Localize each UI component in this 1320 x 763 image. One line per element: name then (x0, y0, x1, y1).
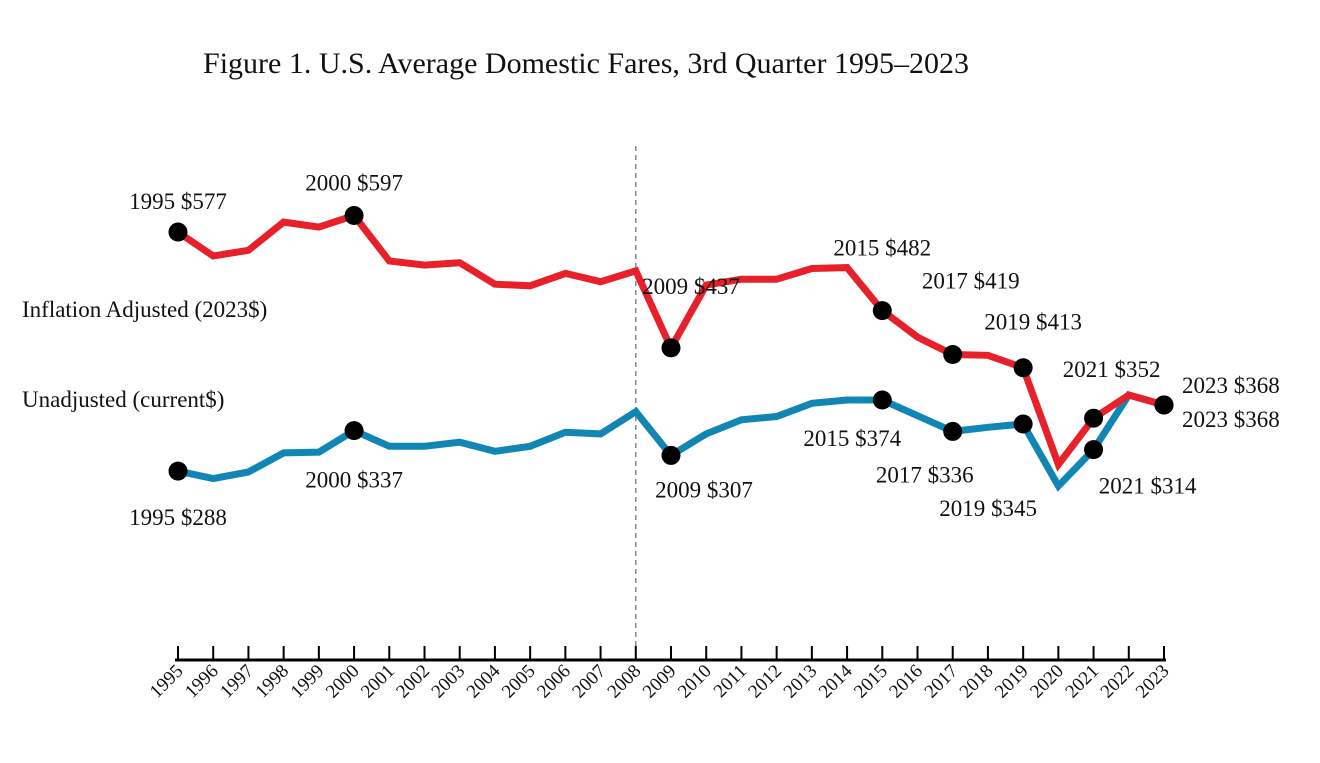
data-label-unadjusted-2015: 2015 $374 (803, 426, 901, 451)
x-tick-label: 2010 (674, 661, 716, 703)
marker-adjusted-2019 (1013, 358, 1033, 378)
legend-inflation-adjusted: Inflation Adjusted (2023$) (22, 297, 267, 322)
x-tick-label: 1996 (181, 661, 223, 703)
x-tick-label: 2000 (322, 661, 364, 703)
x-tick-label: 2009 (639, 661, 681, 703)
x-tick-label: 2020 (1026, 661, 1068, 703)
x-tick-label: 2023 (1132, 661, 1174, 703)
x-tick-label: 2011 (710, 661, 751, 702)
data-label-adjusted-2019: 2019 $413 (984, 310, 1082, 335)
chart-title: Figure 1. U.S. Average Domestic Fares, 3… (203, 47, 969, 80)
marker-unadjusted-2000 (344, 421, 364, 441)
data-label-unadjusted-2017: 2017 $336 (876, 462, 974, 487)
data-label-unadjusted-1995: 1995 $288 (129, 505, 227, 530)
x-tick-label: 2021 (1061, 661, 1103, 703)
x-tick-label: 2017 (921, 661, 963, 703)
data-label-unadjusted-2009: 2009 $307 (655, 477, 753, 502)
marker-unadjusted-1995 (168, 461, 188, 481)
marker-adjusted-2000 (344, 206, 364, 226)
marker-unadjusted-2019 (1013, 414, 1033, 434)
data-label-adjusted-2017: 2017 $419 (922, 268, 1020, 293)
marker-unadjusted-2017 (943, 421, 963, 441)
x-tick-label: 1997 (216, 661, 258, 703)
x-tick-label: 2013 (780, 661, 822, 703)
data-label-adjusted-2000: 2000 $597 (305, 171, 403, 196)
x-tick-label: 2004 (463, 660, 505, 702)
data-label-adjusted-2015: 2015 $482 (833, 236, 931, 261)
x-tick-label: 2022 (1097, 661, 1139, 703)
x-tick-label: 2014 (815, 660, 857, 702)
x-tick-label: 2002 (392, 661, 434, 703)
data-label-adjusted-2009: 2009 $437 (642, 274, 740, 299)
data-labels: 1995 $577 2000 $597 2009 $437 2015 $482 2017… (129, 171, 1280, 531)
x-tick-label: 2006 (533, 661, 575, 703)
marker-unadjusted-2023 (1154, 395, 1174, 415)
x-tick-label: 2005 (498, 661, 540, 703)
marker-unadjusted-2009 (661, 445, 681, 465)
x-tick-label: 1998 (251, 661, 293, 703)
data-label-unadjusted-2021: 2021 $314 (1099, 474, 1197, 499)
x-tick-label: 2003 (428, 661, 470, 703)
x-tick-label: 2016 (885, 661, 927, 703)
marker-unadjusted-2015 (872, 390, 892, 410)
x-tick-label: 2001 (357, 661, 399, 703)
data-label-unadjusted-2000: 2000 $337 (305, 468, 403, 493)
x-tick-label: 1995 (146, 661, 188, 703)
x-tick-label: 2015 (850, 661, 892, 703)
x-axis-ticks: 1995199619971998199920002001200220032004… (146, 646, 1174, 702)
marker-adjusted-2017 (943, 344, 963, 364)
marker-adjusted-2009 (661, 338, 681, 358)
marker-adjusted-1995 (168, 222, 188, 242)
x-tick-label: 2012 (744, 661, 786, 703)
marker-unadjusted-2021 (1084, 440, 1104, 460)
data-label-adjusted-1995: 1995 $577 (129, 189, 227, 214)
marker-adjusted-2021 (1084, 408, 1104, 428)
data-label-unadjusted-2023: 2023 $368 (1182, 407, 1280, 432)
x-tick-label: 2018 (956, 661, 998, 703)
x-tick-label: 2008 (604, 661, 646, 703)
marker-adjusted-2015 (872, 301, 892, 321)
data-label-unadjusted-2019: 2019 $345 (939, 496, 1037, 521)
legend-unadjusted: Unadjusted (current$) (22, 387, 224, 412)
x-tick-label: 2019 (991, 661, 1033, 703)
x-tick-label: 2007 (568, 661, 610, 703)
x-tick-label: 1999 (287, 661, 329, 703)
series-markers (168, 206, 1174, 481)
data-label-adjusted-2021: 2021 $352 (1063, 357, 1161, 382)
data-label-adjusted-2023: 2023 $368 (1182, 373, 1280, 398)
